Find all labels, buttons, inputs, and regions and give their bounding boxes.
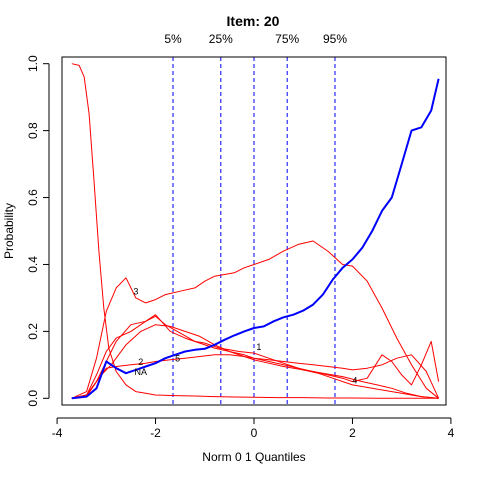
y-tick-label-5: 1.0 — [26, 55, 40, 72]
y-tick-label-0: 0.0 — [26, 390, 40, 407]
series-line-5 — [71, 354, 440, 399]
curve-labels: 1 2NA 3 4 5 — [133, 287, 357, 386]
series-line-expected — [71, 78, 440, 400]
x-tick-label-3: 2 — [349, 426, 356, 440]
quantile-label-0: 5% — [164, 32, 182, 46]
series-layer — [71, 63, 440, 400]
x-axis-label: Norm 0 1 Quantiles — [202, 450, 305, 464]
curve-label-4: 4 — [352, 375, 357, 385]
x-tick-label-0: -4 — [52, 426, 63, 440]
curve-label-1: 2 — [138, 357, 143, 367]
x-tick-label-4: 4 — [448, 426, 455, 440]
plot-frame — [61, 56, 447, 406]
curve-label-0: 1 — [256, 342, 261, 352]
curve-label-5: 5 — [175, 354, 180, 364]
series-line-4 — [71, 314, 440, 399]
quantile-label-1: 25% — [209, 32, 233, 46]
x-tick-label-2: 0 — [251, 426, 258, 440]
quantile-lines: 5% 25% 75% 95% — [164, 32, 347, 405]
y-tick-label-2: 0.4 — [26, 256, 40, 273]
chart-title: Item: 20 — [227, 13, 280, 29]
axes: -4 -2 0 2 4 0.0 0.2 0.4 0.6 0.8 1.0 — [26, 55, 455, 440]
y-axis-label: Probability — [2, 203, 16, 259]
curve-label-2: NA — [135, 367, 148, 377]
series-line-2 — [71, 324, 439, 399]
series-line-1 — [71, 315, 439, 399]
curve-label-3: 3 — [133, 287, 138, 297]
y-tick-label-4: 0.8 — [26, 122, 40, 139]
quantile-label-3: 75% — [275, 32, 299, 46]
series-line-3 — [71, 240, 439, 399]
y-tick-label-1: 0.2 — [26, 323, 40, 340]
series-line-NA — [71, 63, 439, 399]
y-tick-label-3: 0.6 — [26, 189, 40, 206]
quantile-label-4: 95% — [323, 32, 347, 46]
x-tick-label-1: -2 — [150, 426, 161, 440]
